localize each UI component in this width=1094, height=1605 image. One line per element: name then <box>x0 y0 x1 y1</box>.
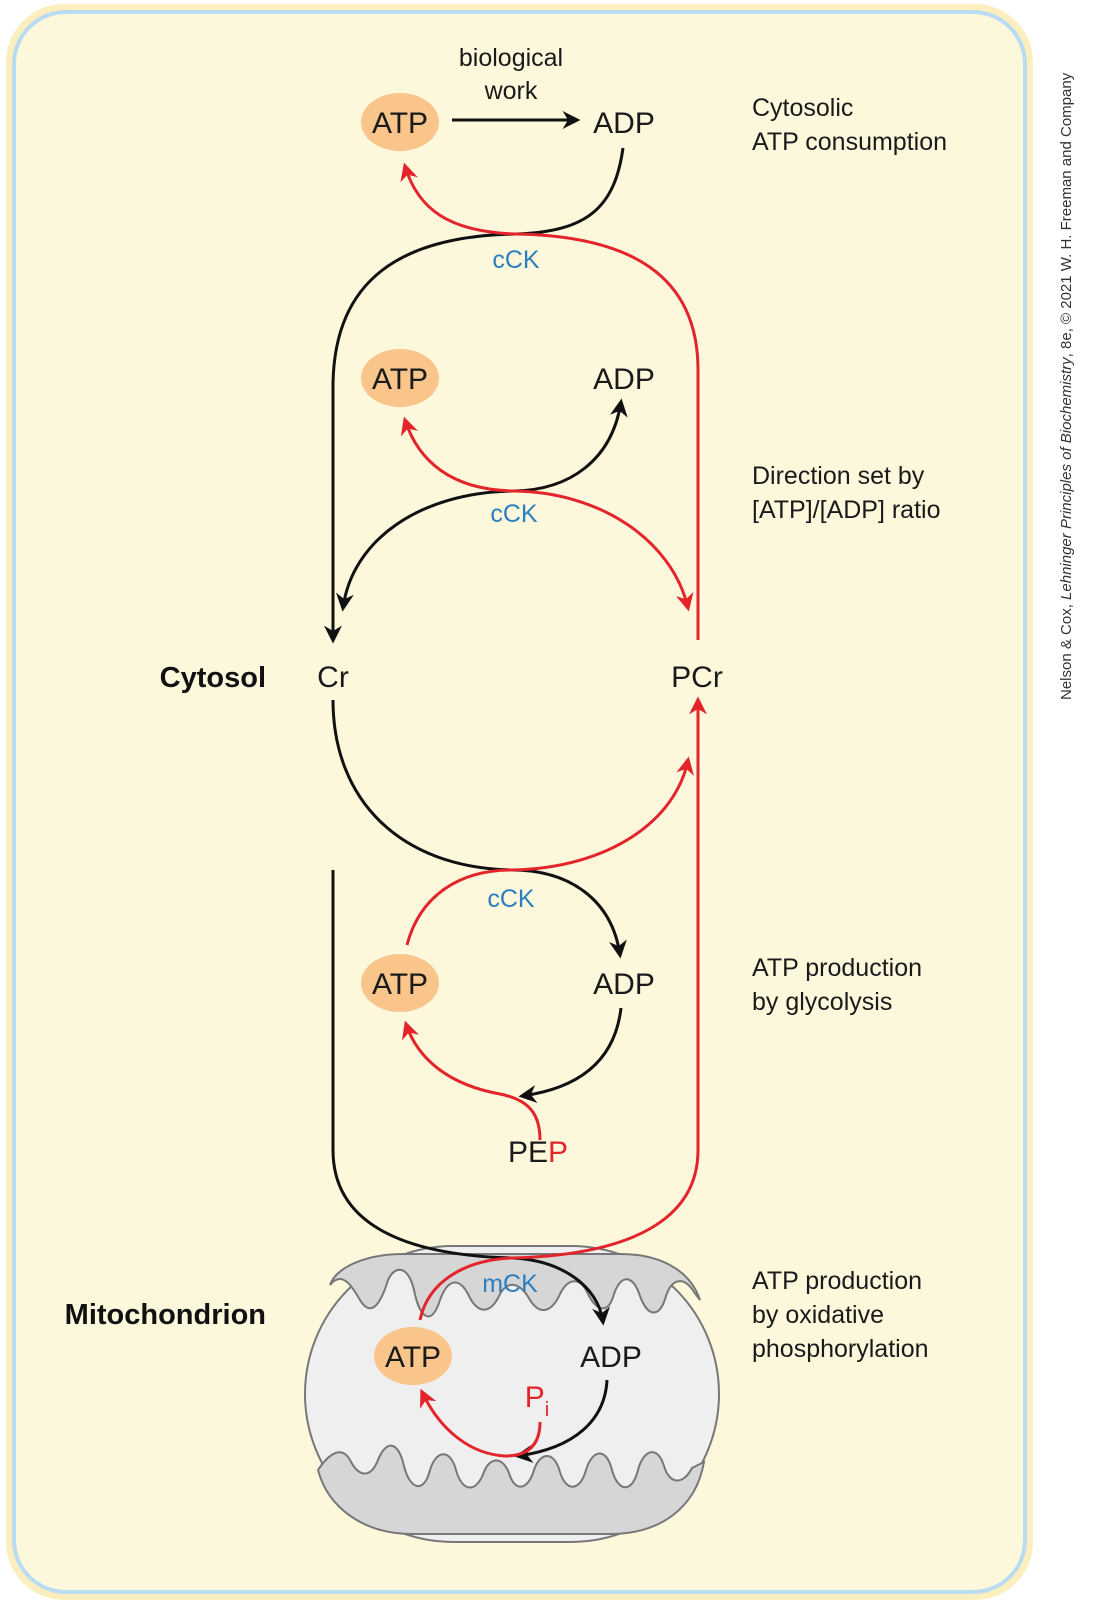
mitochondrion-organelle <box>304 1245 720 1543</box>
red-path-atp-to-cck-glyco <box>405 868 513 946</box>
atp-label-mid: ATP <box>372 363 428 396</box>
adp-label-mito: ADP <box>580 1341 642 1374</box>
red-path-pcr-to-cck-top <box>515 232 700 640</box>
mitochondrion-label: Mitochondrion <box>65 1299 266 1331</box>
mck-label: mCK <box>482 1270 538 1298</box>
side-label-s2-line2: [ATP]/[ADP] ratio <box>752 496 940 524</box>
adp-label-top: ADP <box>593 107 655 140</box>
mitochondrion-lower-cristae <box>316 1444 706 1535</box>
black-path-adp-to-cck-top <box>515 147 625 236</box>
credit-title: Lehninger Principles of Biochemistry <box>1058 357 1075 600</box>
cck-label-mid: cCK <box>490 500 538 528</box>
red-path-pep-to-atp <box>402 1020 542 1141</box>
mitochondrion-upper-cristae <box>329 1253 701 1318</box>
red-path-mck-to-pcr <box>511 696 707 1260</box>
cytosol-label: Cytosol <box>160 662 266 694</box>
red-path-cck-mid-to-pcr <box>513 489 694 612</box>
black-path-cck-mid-to-cr <box>335 489 515 612</box>
side-label-s3-line1: ATP production <box>752 954 922 982</box>
side-label-s4-line2: by oxidative <box>752 1301 884 1329</box>
black-path-cck-mid-to-adp <box>513 398 628 493</box>
cck-label-top: cCK <box>492 246 540 274</box>
side-label-oxidative-phosphorylation: ATP production by oxidative phosphorylat… <box>752 1267 929 1363</box>
pi-label-subscript: i <box>545 1399 549 1421</box>
black-path-mck-to-adp <box>511 1256 610 1326</box>
credit-prefix: Nelson & Cox, <box>1058 599 1075 700</box>
black-path-cck-glyco-to-adp <box>511 868 627 959</box>
pi-label: Pi <box>525 1381 549 1421</box>
red-path-cck-glyco-to-pcr <box>511 756 694 872</box>
cell-inner-membrane <box>12 10 1027 1594</box>
pep-label: PEP <box>508 1136 568 1169</box>
atp-label-mito: ATP <box>385 1341 441 1374</box>
atp-ellipse-top <box>361 93 439 151</box>
cck-label-glyco: cCK <box>487 885 535 913</box>
side-label-cytosolic-consumption: Cytosolic ATP consumption <box>752 94 947 156</box>
pi-label-p: P <box>525 1381 545 1414</box>
black-path-cr-to-mck <box>331 870 513 1260</box>
red-path-pi-to-atp <box>420 1388 542 1458</box>
side-label-direction-ratio: Direction set by [ATP]/[ADP] ratio <box>752 462 940 524</box>
red-path-cck-mid-to-atp <box>400 416 515 493</box>
pep-label-phosphate: P <box>548 1136 568 1169</box>
side-label-s4-line1: ATP production <box>752 1267 922 1295</box>
atp-label-top: ATP <box>372 107 428 140</box>
adp-label-glyco: ADP <box>593 968 655 1001</box>
side-label-glycolysis: ATP production by glycolysis <box>752 954 922 1016</box>
black-path-cck-top-to-cr <box>324 232 517 644</box>
atp-ellipse-mito <box>374 1327 452 1385</box>
side-label-s1-line1: Cytosolic <box>752 94 853 122</box>
red-path-cck-top-to-atp <box>400 162 517 236</box>
side-label-s1-line2: ATP consumption <box>752 128 947 156</box>
atp-label-glyco: ATP <box>372 968 428 1001</box>
atp-ellipse-mid <box>361 349 439 407</box>
pcr-label: PCr <box>671 661 723 694</box>
black-path-cr-to-cck-glyco <box>331 699 513 872</box>
figure-credit: Nelson & Cox, Lehninger Principles of Bi… <box>1058 73 1075 700</box>
black-path-adp-to-pep <box>518 1007 623 1103</box>
adp-label-mid: ADP <box>593 363 655 396</box>
biological-work-label-line2: work <box>484 77 538 105</box>
side-label-s4-line3: phosphorylation <box>752 1335 929 1363</box>
red-path-atp-to-mck <box>418 1256 513 1321</box>
biological-work-label-line1: biological <box>459 44 563 72</box>
atp-ellipse-glyco <box>361 954 439 1012</box>
side-label-s2-line1: Direction set by <box>752 462 925 490</box>
pep-label-prefix: PE <box>508 1136 548 1169</box>
cr-label: Cr <box>317 661 349 694</box>
credit-suffix: , 8e, © 2021 W. H. Freeman and Company <box>1058 72 1075 358</box>
black-path-adp-to-pi <box>514 1379 609 1463</box>
side-label-s3-line2: by glycolysis <box>752 988 892 1016</box>
